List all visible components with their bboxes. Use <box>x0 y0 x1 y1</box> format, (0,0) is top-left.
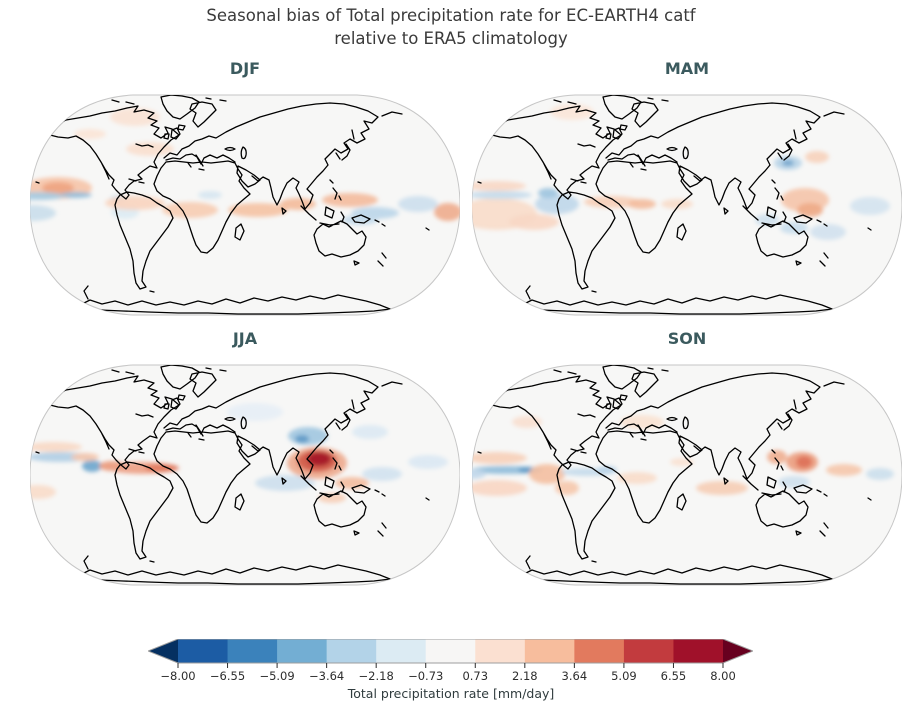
colorbar-tick-label: 5.09 <box>611 669 637 683</box>
figure-title-line2: relative to ERA5 climatology <box>334 29 568 48</box>
colorbar-tick-label: −8.00 <box>160 669 196 683</box>
colorbar-tick-label: −0.73 <box>408 669 444 683</box>
colorbar-tick-label: −2.18 <box>358 669 394 683</box>
colorbar-label: Total precipitation rate [mm/day] <box>347 686 555 701</box>
map-mam <box>472 92 902 318</box>
map-mam-svg <box>472 94 902 316</box>
figure-title-line1: Seasonal bias of Total precipitation rat… <box>206 6 696 25</box>
colorbar-tick-label: −6.55 <box>209 669 246 683</box>
map-son <box>472 362 902 588</box>
map-jja-svg <box>30 364 460 586</box>
colorbar-tick-label: 2.18 <box>512 669 538 683</box>
map-djf-svg <box>30 94 460 316</box>
colorbar-tick-label: 0.73 <box>462 669 489 683</box>
map-son-svg <box>472 364 902 586</box>
colorbar-tick-label: 8.00 <box>710 669 736 683</box>
panel-title-jja: JJA <box>232 329 258 348</box>
colorbar-tick-labels: −8.00 −6.55 −5.09 −3.64 −2.18 −0.73 0.73 2.18 3.… <box>148 669 753 685</box>
panel-title-mam: MAM <box>664 59 710 78</box>
map-jja <box>30 362 460 588</box>
panel-title-son: SON <box>667 329 707 348</box>
map-djf <box>30 92 460 318</box>
colorbar <box>148 639 753 668</box>
panel-title-djf: DJF <box>229 59 261 78</box>
colorbar-tick-label: −3.64 <box>309 669 345 683</box>
colorbar-tick-label: −5.09 <box>259 669 295 683</box>
colorbar-tick-label: 3.64 <box>561 669 588 683</box>
colorbar-tick-label: 6.55 <box>660 669 687 683</box>
